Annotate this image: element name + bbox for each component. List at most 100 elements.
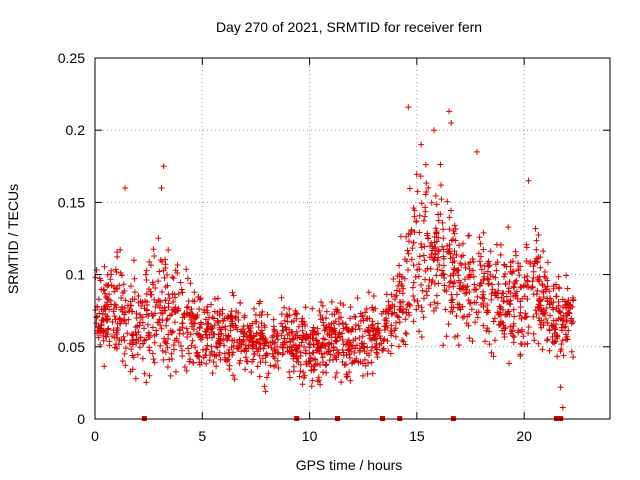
data-point [440, 226, 447, 233]
chart-title: Day 270 of 2021, SRMTID for receiver fer… [216, 19, 482, 35]
data-point [301, 343, 308, 350]
data-point [185, 345, 192, 352]
data-point [279, 327, 286, 334]
data-point [438, 267, 445, 274]
data-point [432, 250, 439, 257]
data-point [543, 305, 550, 312]
data-point [485, 281, 492, 288]
data-point [286, 312, 293, 319]
data-point [103, 316, 110, 323]
data-point [159, 317, 166, 324]
data-point [188, 306, 195, 313]
data-point [104, 316, 111, 323]
data-point [302, 323, 309, 330]
data-point [454, 332, 461, 339]
data-point [328, 334, 335, 341]
data-point [209, 370, 216, 377]
data-point [387, 328, 394, 335]
data-point [520, 283, 527, 290]
data-point [481, 338, 488, 345]
data-point [295, 323, 302, 330]
data-point [238, 348, 245, 355]
data-point [249, 320, 256, 327]
data-point [431, 127, 438, 134]
data-point [520, 333, 527, 340]
data-point [393, 312, 400, 319]
data-point [359, 313, 366, 320]
data-point [345, 347, 352, 354]
data-point [96, 275, 103, 282]
data-point [363, 305, 370, 312]
data-point [519, 295, 526, 302]
data-point [361, 356, 368, 363]
data-point [425, 235, 432, 242]
data-point [524, 296, 531, 303]
data-point [258, 320, 265, 327]
data-point [121, 317, 128, 324]
data-point [408, 256, 415, 263]
data-point [554, 353, 561, 360]
data-point [435, 280, 442, 287]
data-point [162, 339, 169, 346]
data-point [486, 280, 493, 287]
data-point [433, 201, 440, 208]
data-point [446, 279, 453, 286]
data-point [192, 344, 199, 351]
data-point [483, 327, 490, 334]
data-point [314, 337, 321, 344]
data-point [339, 321, 346, 328]
data-point [554, 333, 561, 340]
data-point [113, 329, 120, 336]
data-point [478, 301, 485, 308]
data-point [413, 306, 420, 313]
data-point [428, 239, 435, 246]
data-point [381, 326, 388, 333]
data-point [98, 306, 105, 313]
data-point [155, 278, 162, 285]
data-point [498, 294, 505, 301]
data-point [549, 304, 556, 311]
data-point [313, 337, 320, 344]
data-point [158, 325, 165, 332]
data-point [286, 369, 293, 376]
data-point [346, 351, 353, 358]
data-point [146, 372, 153, 379]
data-point [123, 320, 130, 327]
data-point [515, 260, 522, 267]
data-point [278, 332, 285, 339]
data-point [564, 285, 571, 292]
data-point [450, 227, 457, 234]
data-point [390, 275, 397, 282]
data-point [510, 306, 517, 313]
data-point [100, 287, 107, 294]
data-point [316, 307, 323, 314]
data-point [411, 229, 418, 236]
data-point [225, 356, 232, 363]
data-point [116, 315, 123, 322]
data-point [357, 358, 364, 365]
data-point [286, 326, 293, 333]
x-tick-label: 0 [91, 428, 99, 444]
data-point [114, 285, 121, 292]
data-point [569, 318, 576, 325]
data-point [234, 326, 241, 333]
data-point [353, 342, 360, 349]
data-point [511, 313, 518, 320]
data-point [399, 337, 406, 344]
data-point [299, 334, 306, 341]
data-point [346, 341, 353, 348]
data-point [430, 307, 437, 314]
data-point [400, 338, 407, 345]
data-point [539, 288, 546, 295]
data-point [472, 319, 479, 326]
data-point [388, 310, 395, 317]
data-point [445, 248, 452, 255]
data-point [455, 342, 462, 349]
data-point [286, 335, 293, 342]
data-point [534, 303, 541, 310]
data-point [121, 350, 128, 357]
data-point [558, 346, 565, 353]
data-point [336, 329, 343, 336]
data-point [453, 312, 460, 319]
data-point [204, 342, 211, 349]
